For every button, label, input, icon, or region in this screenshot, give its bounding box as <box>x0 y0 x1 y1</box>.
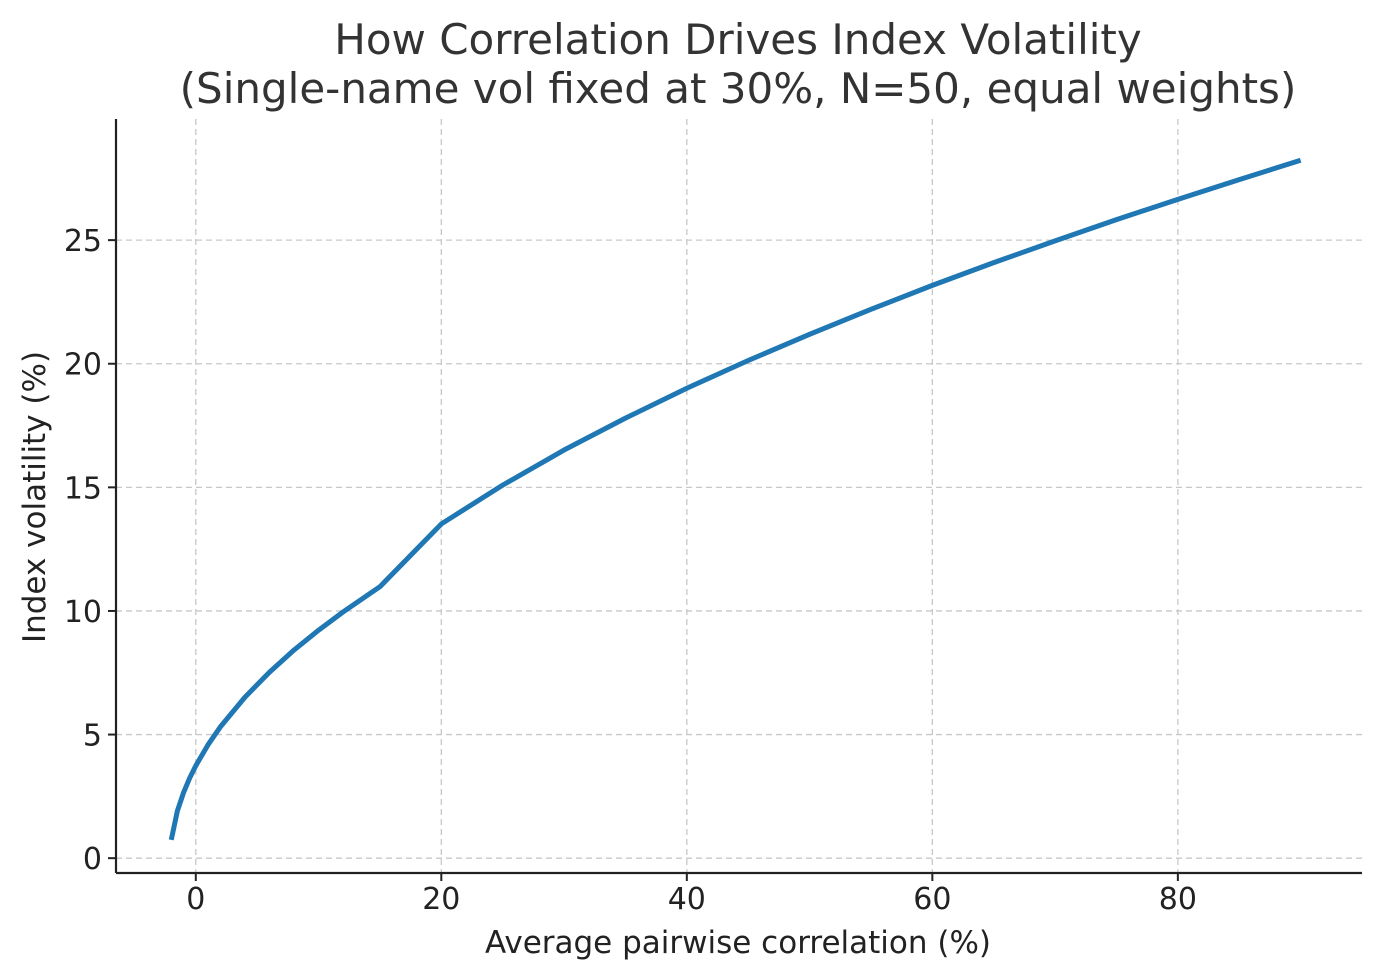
y-tick-label: 20 <box>64 348 102 383</box>
x-tick-label: 60 <box>913 882 951 917</box>
y-tick-label: 15 <box>64 471 102 506</box>
series-layer <box>168 157 1302 841</box>
x-tick-label: 20 <box>422 882 460 917</box>
grid-lines <box>116 119 1362 873</box>
tick-layer: 0 20 40 60 80 0 5 10 15 20 25 <box>64 224 1197 917</box>
y-tick-label: 5 <box>83 719 102 754</box>
x-tick-label: 0 <box>186 882 205 917</box>
x-axis-label: Average pairwise correlation (%) <box>485 925 991 961</box>
series-line <box>168 157 1302 841</box>
y-tick-label: 0 <box>83 842 102 877</box>
chart-subtitle: (Single-name vol fixed at 30%, N=50, equ… <box>180 64 1297 113</box>
x-tick-label: 40 <box>668 882 706 917</box>
chart-title: How Correlation Drives Index Volatility <box>334 15 1141 64</box>
y-tick-label: 10 <box>64 595 102 630</box>
y-axis-label: Index volatility (%) <box>17 351 53 643</box>
y-tick-label: 25 <box>64 224 102 259</box>
x-tick-label: 80 <box>1159 882 1197 917</box>
